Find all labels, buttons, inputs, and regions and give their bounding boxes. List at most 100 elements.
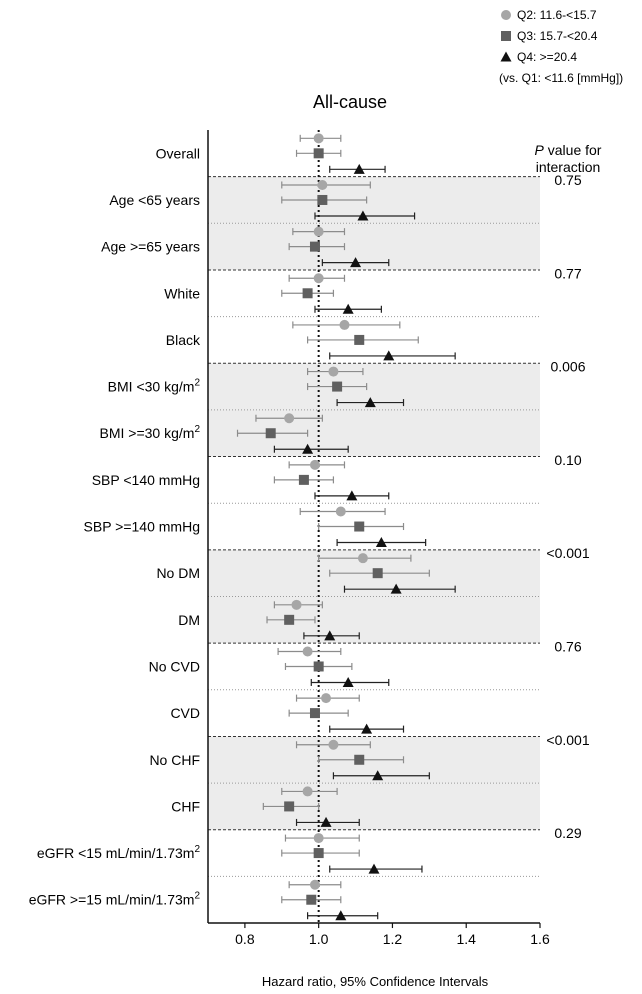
- legend-marker-circle: [501, 10, 511, 20]
- row-label-text: SBP <140 mmHg: [92, 472, 200, 488]
- row-label-text: Black: [166, 332, 201, 348]
- x-tick-label: 1.6: [530, 931, 550, 947]
- point-q4: [375, 537, 387, 548]
- point-q3: [332, 381, 343, 392]
- point-q4: [335, 910, 347, 921]
- legend-label: Q4: >=20.4: [517, 50, 577, 64]
- point-q4: [364, 397, 376, 408]
- row-label: Overall: [156, 145, 200, 161]
- x-tick-label: 1.2: [383, 931, 403, 947]
- point-q4: [361, 723, 373, 734]
- row-label: SBP <140 mmHg: [92, 472, 200, 488]
- row-label-text: BMI >=30 kg/m: [100, 425, 195, 441]
- row-label-superscript: 2: [194, 891, 200, 902]
- point-q2: [313, 226, 324, 237]
- p-value: 0.29: [554, 825, 581, 841]
- row-label: DM: [178, 612, 200, 628]
- row-label: Age >=65 years: [101, 239, 200, 255]
- point-q2: [335, 506, 346, 517]
- interaction-header-rest: value for: [544, 142, 602, 158]
- point-q3: [309, 708, 320, 719]
- interaction-header: P value for: [535, 142, 602, 158]
- row-label-superscript: 2: [194, 844, 200, 855]
- p-value: <0.001: [546, 732, 589, 748]
- point-q3: [313, 148, 324, 159]
- point-q3: [317, 194, 328, 205]
- row-label: No CHF: [149, 752, 200, 768]
- point-q2: [309, 879, 320, 890]
- p-values: 0.75 0.77 0.006 0.10 <0.001 0.76 <0.001 0.29: [546, 172, 589, 841]
- row-label: BMI <30 kg/m2: [108, 378, 201, 395]
- p-value: <0.001: [546, 545, 589, 561]
- point-q2: [302, 786, 313, 797]
- point-q4: [346, 490, 358, 501]
- point-q2: [302, 646, 313, 657]
- legend-marker-square: [501, 31, 511, 41]
- point-q2: [313, 133, 324, 144]
- row-label-text: CHF: [171, 798, 200, 814]
- p-value: 0.006: [550, 359, 585, 375]
- row-label-text: eGFR <15 mL/min/1.73m: [37, 845, 195, 861]
- row-dividers: [208, 176, 540, 877]
- row-label: CVD: [170, 705, 200, 721]
- row-label-text: Age >=65 years: [101, 239, 200, 255]
- row-label: eGFR >=15 mL/min/1.73m2: [29, 891, 201, 908]
- row-label-text: No CHF: [149, 752, 200, 768]
- point-q4: [353, 163, 365, 174]
- row-labels: Overall Age <65 years Age >=65 years White B…: [29, 145, 201, 907]
- p-value: 0.77: [554, 265, 581, 281]
- row-label: BMI >=30 kg/m2: [100, 424, 201, 441]
- row-label-text: DM: [178, 612, 200, 628]
- legend-label: Q2: 11.6-<15.7: [517, 8, 597, 22]
- legend-marker-triangle: [500, 51, 512, 62]
- row-label-text: eGFR >=15 mL/min/1.73m: [29, 892, 195, 908]
- point-q3: [354, 521, 365, 532]
- point-q2: [291, 599, 302, 610]
- legend: Q2: 11.6-<15.7 Q3: 15.7-<20.4 Q4: >=20.4 (v…: [499, 8, 623, 85]
- x-axis: 0.8 1.0 1.2 1.4 1.6: [207, 130, 550, 947]
- point-q2: [339, 319, 350, 330]
- point-q3: [284, 614, 295, 625]
- row-label-text: SBP >=140 mmHg: [84, 519, 200, 535]
- point-q3: [309, 241, 320, 252]
- row-label-text: No DM: [156, 565, 200, 581]
- point-q2: [321, 693, 332, 704]
- row-label: CHF: [171, 798, 200, 814]
- row-label: No CVD: [149, 658, 200, 674]
- p-value: 0.10: [554, 452, 581, 468]
- row-label-text: No CVD: [149, 658, 200, 674]
- point-q4: [302, 443, 314, 454]
- point-q4: [350, 257, 362, 268]
- point-q3: [284, 801, 295, 812]
- point-q4: [320, 816, 332, 827]
- row-label-text: Overall: [156, 145, 200, 161]
- p-value: 0.75: [554, 172, 581, 188]
- row-label: Age <65 years: [109, 192, 200, 208]
- point-q3: [354, 334, 365, 345]
- point-q4: [368, 863, 380, 874]
- point-q2: [313, 273, 324, 284]
- point-q3: [372, 568, 383, 579]
- point-q4: [342, 303, 354, 314]
- row-label: Black: [166, 332, 201, 348]
- point-q3: [306, 894, 317, 905]
- point-q2: [317, 179, 328, 190]
- point-q3: [313, 848, 324, 859]
- chart-title: All-cause: [313, 92, 387, 112]
- point-q4: [357, 210, 369, 221]
- point-q2: [357, 553, 368, 564]
- legend-label: Q3: 15.7-<20.4: [517, 29, 598, 43]
- point-q3: [302, 288, 313, 299]
- row-label-text: White: [164, 285, 200, 301]
- point-q4: [390, 583, 402, 594]
- row-band: [208, 783, 540, 830]
- x-tick-label: 0.8: [235, 931, 255, 947]
- row-band: [208, 596, 540, 644]
- point-q2: [309, 459, 320, 470]
- row-label-text: CVD: [170, 705, 200, 721]
- point-q3: [313, 661, 324, 672]
- x-tick-label: 1.4: [456, 931, 476, 947]
- row-label: No DM: [156, 565, 200, 581]
- point-q4: [383, 350, 395, 361]
- point-q4: [372, 770, 384, 781]
